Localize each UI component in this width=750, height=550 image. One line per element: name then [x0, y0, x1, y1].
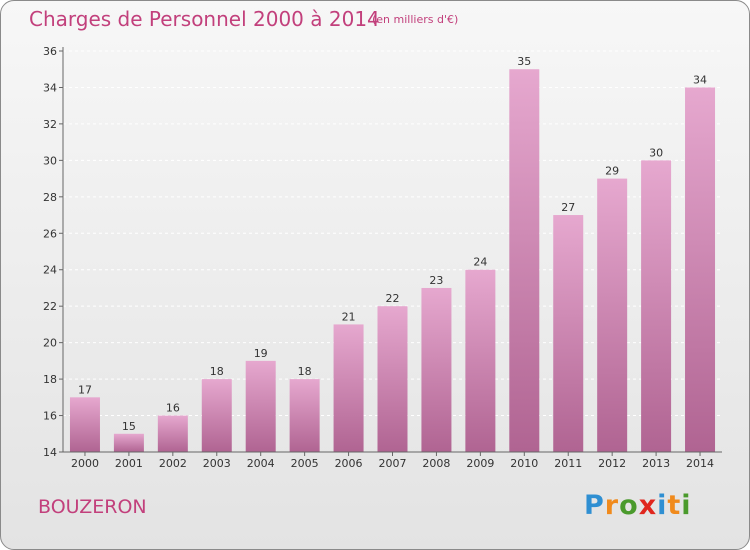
data-label: 15: [122, 420, 136, 433]
x-tick-label: 2010: [510, 457, 538, 470]
y-tick-label: 28: [43, 191, 57, 204]
chart-title: Charges de Personnel 2000 à 2014: [29, 7, 380, 31]
y-tick-label: 36: [43, 45, 57, 58]
labels: 14 16 18 20 22 24 26 28 30 32 34 36 17 2000 15 2001 16 20…: [43, 45, 714, 470]
x-tick-label: 2008: [422, 457, 450, 470]
data-label: 19: [254, 347, 268, 360]
bar: [509, 69, 540, 453]
bar: [553, 215, 584, 452]
bar: [289, 379, 320, 452]
bar: [597, 178, 628, 452]
y-tick-label: 20: [43, 337, 57, 350]
x-tick-label: 2006: [335, 457, 363, 470]
bar: [421, 287, 452, 452]
bar: [113, 433, 144, 452]
data-label: 17: [78, 383, 92, 396]
chart-subtitle: (en milliers d'€): [372, 13, 459, 26]
bar: [201, 379, 232, 452]
y-tick-label: 34: [43, 81, 57, 94]
logo-letter: i: [681, 490, 692, 521]
logo-letter: x: [638, 490, 658, 521]
proxiti-logo[interactable]: Proxiti: [584, 490, 692, 521]
x-tick-label: 2000: [71, 457, 99, 470]
data-label: 35: [517, 55, 531, 68]
x-tick-label: 2001: [115, 457, 143, 470]
data-label: 18: [298, 365, 312, 378]
logo-letter: t: [667, 490, 682, 521]
data-label: 34: [693, 73, 707, 86]
x-tick-label: 2013: [642, 457, 670, 470]
y-tick-label: 18: [43, 373, 57, 386]
data-label: 18: [210, 365, 224, 378]
bar: [333, 324, 364, 452]
bar: [465, 269, 496, 452]
bar: [69, 397, 100, 452]
x-tick-label: 2011: [554, 457, 582, 470]
x-tick-label: 2009: [466, 457, 494, 470]
x-tick-label: 2004: [247, 457, 275, 470]
y-tick-label: 26: [43, 227, 57, 240]
x-tick-label: 2003: [203, 457, 231, 470]
bars: [69, 69, 716, 453]
y-tick-label: 14: [43, 446, 57, 459]
data-label: 30: [649, 146, 663, 159]
data-label: 22: [386, 292, 400, 305]
data-label: 27: [561, 201, 575, 214]
bar: [245, 360, 276, 452]
data-label: 16: [166, 402, 180, 415]
x-tick-label: 2012: [598, 457, 626, 470]
x-tick-label: 2002: [159, 457, 187, 470]
axes: [59, 47, 722, 456]
data-label: 21: [342, 310, 356, 323]
data-label: 29: [605, 165, 619, 178]
place-name: BOUZERON: [38, 496, 147, 518]
logo-letter: i: [657, 490, 668, 521]
y-tick-label: 16: [43, 410, 57, 423]
logo-letter: o: [619, 490, 639, 521]
x-tick-label: 2014: [686, 457, 714, 470]
y-tick-label: 24: [43, 264, 57, 277]
x-tick-label: 2005: [291, 457, 319, 470]
bar: [157, 415, 188, 452]
bar: [641, 160, 672, 452]
x-tick-label: 2007: [379, 457, 407, 470]
y-tick-label: 22: [43, 300, 57, 313]
data-label: 23: [429, 274, 443, 287]
bar: [685, 87, 716, 453]
logo-letter: P: [584, 490, 605, 521]
y-tick-label: 32: [43, 118, 57, 131]
data-label: 24: [473, 256, 487, 269]
logo-letter: r: [604, 490, 620, 521]
y-tick-label: 30: [43, 154, 57, 167]
bar: [377, 306, 408, 452]
